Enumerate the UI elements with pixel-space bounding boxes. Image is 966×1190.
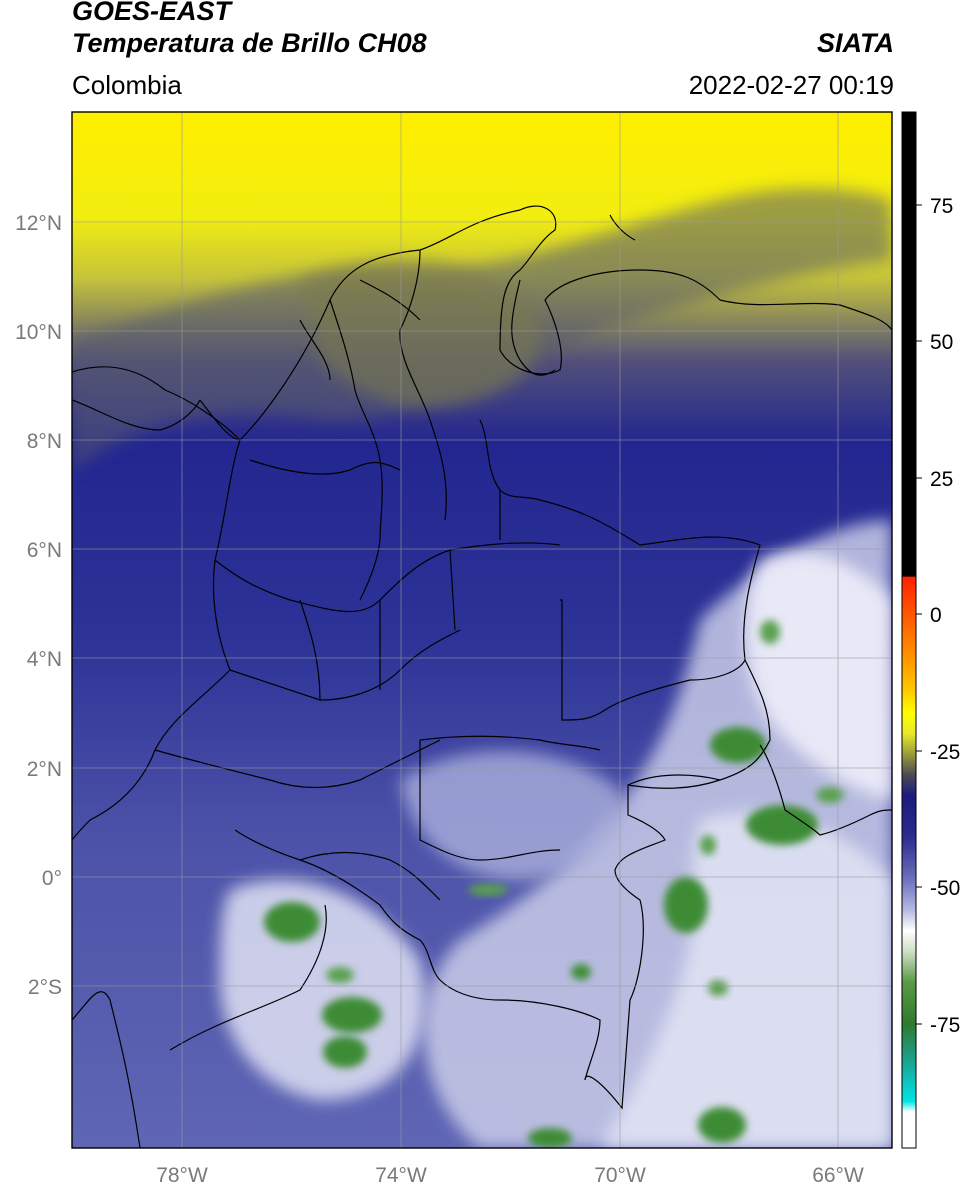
lat-tick-label: 2°S bbox=[28, 976, 62, 999]
colorbar bbox=[901, 111, 917, 1149]
map-frame bbox=[71, 111, 893, 1149]
colorbar-tick-label: -50 bbox=[930, 877, 960, 900]
map-gridlines bbox=[72, 112, 892, 1148]
region-label: Colombia bbox=[72, 70, 182, 100]
product-title: Temperatura de Brillo CH08 bbox=[72, 28, 427, 58]
colorbar-tick-label: -75 bbox=[930, 1014, 960, 1037]
lat-tick-label: 10°N bbox=[15, 321, 62, 344]
satellite-title: GOES-EAST bbox=[72, 0, 232, 26]
lon-tick-label: 70°W bbox=[594, 1164, 646, 1187]
colorbar-tick-label: 0 bbox=[930, 604, 942, 627]
brightness-temperature-image bbox=[72, 112, 892, 1148]
colorbar-tick-label: -25 bbox=[930, 741, 960, 764]
lat-tick-label: 12°N bbox=[15, 212, 62, 235]
lat-tick-label: 8°N bbox=[27, 430, 62, 453]
colorbar-tick-label: 25 bbox=[930, 468, 953, 491]
colorbar-tick-label: 75 bbox=[930, 195, 953, 218]
lat-tick-label: 6°N bbox=[27, 539, 62, 562]
coastline-borders bbox=[72, 205, 892, 1148]
lon-tick-label: 78°W bbox=[156, 1164, 208, 1187]
colorbar-tick-label: 50 bbox=[930, 331, 953, 354]
datetime-label: 2022-02-27 00:19 bbox=[688, 70, 894, 100]
organization-label: SIATA bbox=[817, 28, 894, 58]
lat-tick-label: 4°N bbox=[27, 648, 62, 671]
lat-tick-label: 2°N bbox=[27, 758, 62, 781]
lat-tick-label: 0° bbox=[42, 867, 62, 890]
lon-tick-label: 66°W bbox=[812, 1164, 864, 1187]
lon-tick-label: 74°W bbox=[375, 1164, 427, 1187]
